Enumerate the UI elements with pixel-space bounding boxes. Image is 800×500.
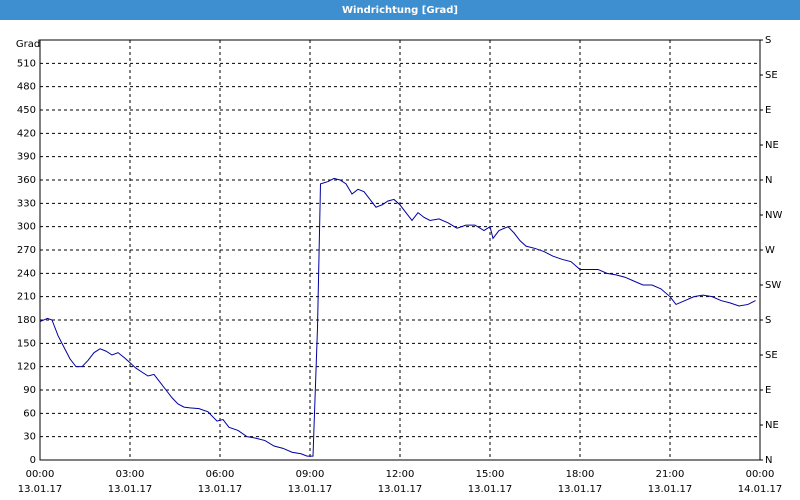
x-tick-label: 21:00 xyxy=(656,469,685,480)
x-tick-date: 13.01.17 xyxy=(288,484,333,495)
y-tick-label: 270 xyxy=(17,245,36,256)
y-axis-label: Grad xyxy=(16,39,40,50)
title-bar xyxy=(0,0,800,20)
x-tick-label: 15:00 xyxy=(476,469,505,480)
x-tick-label: 00:00 xyxy=(26,469,55,480)
y-tick-label: 120 xyxy=(17,362,36,373)
y-tick-label: 30 xyxy=(23,432,36,443)
data-line xyxy=(39,177,756,457)
x-tick-date: 14.01.17 xyxy=(738,484,783,495)
plot-frame xyxy=(39,39,761,461)
y-tick-label: 90 xyxy=(23,385,36,396)
y-tick-label: 210 xyxy=(17,292,36,303)
y2-tick-label: N xyxy=(765,175,772,186)
y-tick-label: 180 xyxy=(17,315,36,326)
x-tick-label: 09:00 xyxy=(296,469,325,480)
y-tick-label: 330 xyxy=(17,198,36,209)
y2-tick-label: SE xyxy=(765,70,778,81)
x-tick-date: 13.01.17 xyxy=(558,484,603,495)
x-tick-label: 06:00 xyxy=(206,469,235,480)
y2-tick-label: E xyxy=(765,105,771,116)
y2-tick-label: SW xyxy=(765,280,781,291)
x-tick-date: 13.01.17 xyxy=(468,484,513,495)
y2-tick-label: NE xyxy=(765,140,779,151)
x-tick-date: 13.01.17 xyxy=(18,484,63,495)
x-tick-label: 00:00 xyxy=(746,469,775,480)
y2-tick-label: S xyxy=(765,35,771,46)
y2-tick-label: W xyxy=(765,245,775,256)
y-tick-label: 480 xyxy=(17,82,36,93)
y-tick-label: 510 xyxy=(17,58,36,69)
y2-tick-label: NW xyxy=(765,210,782,221)
y2-tick-label: N xyxy=(765,455,772,466)
y2-tick-label: NE xyxy=(765,420,779,431)
x-tick-label: 03:00 xyxy=(116,469,145,480)
y-tick-label: 300 xyxy=(17,222,36,233)
y2-tick-label: S xyxy=(765,315,771,326)
y-tick-label: 420 xyxy=(17,128,36,139)
y2-tick-label: E xyxy=(765,385,771,396)
y-tick-label: 450 xyxy=(17,105,36,116)
y-tick-label: 150 xyxy=(17,338,36,349)
chart-title: Windrichtung [Grad] xyxy=(342,5,458,16)
y-tick-label: 0 xyxy=(30,455,36,466)
y-tick-label: 390 xyxy=(17,152,36,163)
y-tick-label: 60 xyxy=(23,408,36,419)
y-tick-label: 240 xyxy=(17,268,36,279)
x-tick-label: 18:00 xyxy=(566,469,595,480)
y2-tick-label: SE xyxy=(765,350,778,361)
x-tick-date: 13.01.17 xyxy=(648,484,693,495)
x-tick-date: 13.01.17 xyxy=(108,484,153,495)
y-tick-label: 360 xyxy=(17,175,36,186)
x-tick-date: 13.01.17 xyxy=(378,484,423,495)
x-tick-label: 12:00 xyxy=(386,469,415,480)
x-tick-date: 13.01.17 xyxy=(198,484,243,495)
